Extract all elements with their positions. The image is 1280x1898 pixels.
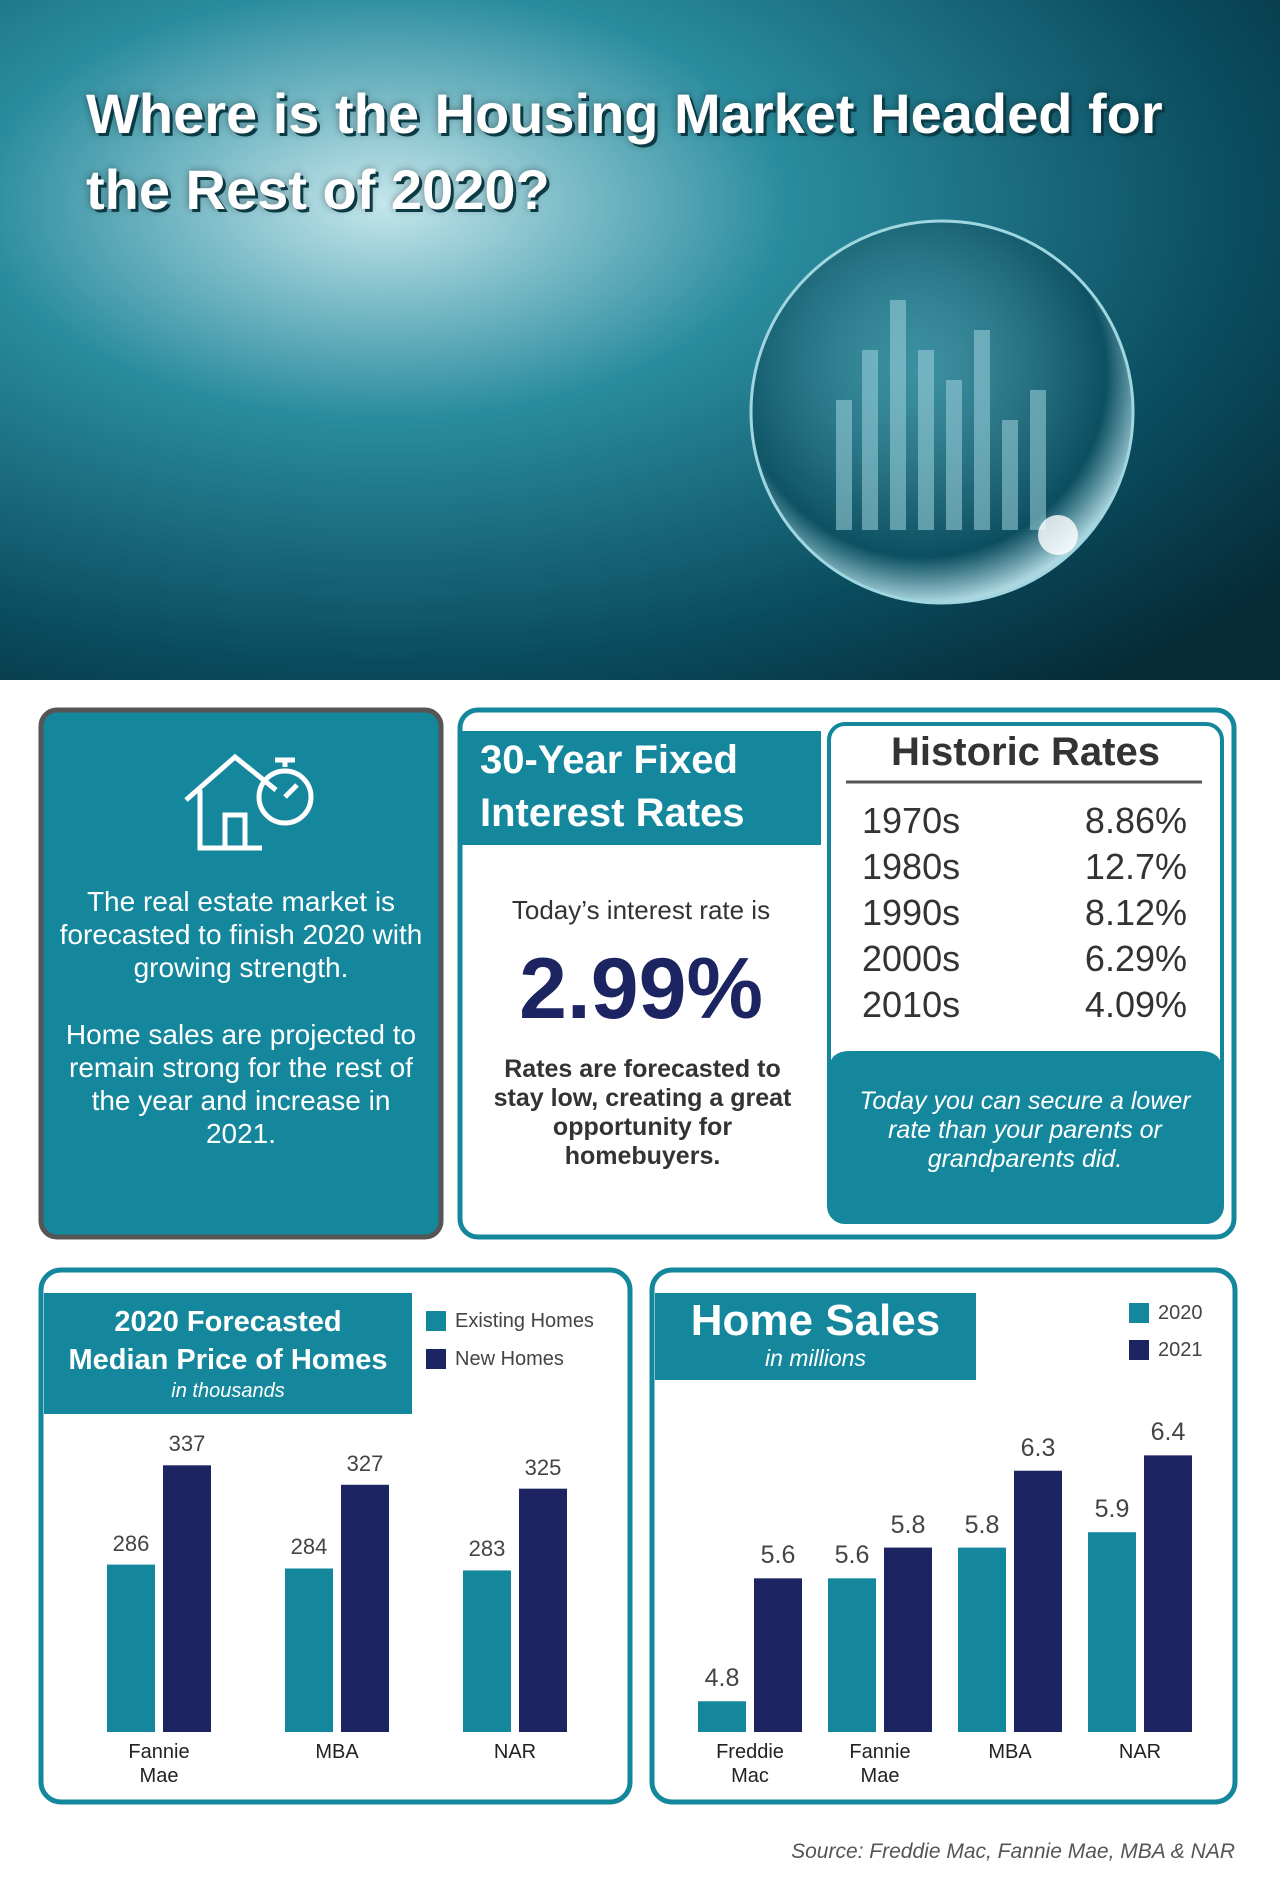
legend-label: New Homes	[455, 1348, 564, 1370]
value-label: 5.8	[964, 1510, 1000, 1539]
legend-swatch	[426, 1349, 446, 1369]
bar	[107, 1564, 155, 1732]
paragraph: Home sales are projected to remain stron…	[65, 1019, 417, 1149]
legend-label: 2020	[1158, 1302, 1203, 1324]
historic-note-bg	[829, 1051, 1222, 1222]
source: Source: Freddie Mac, Fannie Mae, MBA & N…	[791, 1840, 1235, 1863]
x-tick-label: Fannie Mae	[128, 1741, 190, 1787]
bar	[519, 1488, 567, 1732]
bar	[341, 1484, 389, 1732]
rate: 12.7%	[1084, 846, 1187, 887]
value-label: 327	[346, 1450, 384, 1476]
rate: 4.09%	[1084, 984, 1187, 1025]
decade: 1970s	[862, 800, 961, 841]
rates-title: 30-Year Fixed Interest Rates	[480, 738, 745, 835]
house-icon	[184, 753, 314, 851]
crystal-ball	[749, 219, 1135, 605]
bar	[1088, 1532, 1136, 1732]
chart-title: 2020 Forecasted Median Price of Homes	[68, 1306, 388, 1376]
chart-header	[44, 1293, 412, 1414]
bar	[463, 1570, 511, 1732]
chart-subtitle: in thousands	[171, 1380, 285, 1402]
value-label: 286	[112, 1530, 150, 1556]
value-label: 5.6	[834, 1541, 870, 1570]
bar	[163, 1465, 211, 1732]
bar	[958, 1547, 1006, 1732]
value-label: 5.6	[760, 1541, 796, 1570]
historic-row: 2010s 4.09%	[862, 984, 1187, 1030]
legend-label: Existing Homes	[455, 1310, 594, 1332]
value-label: 283	[468, 1536, 506, 1562]
historic-title: Historic Rates	[891, 730, 1160, 774]
decade: 1980s	[862, 846, 961, 887]
value-label: 4.8	[704, 1664, 740, 1693]
left-text: The real estate market is forecasted to …	[56, 885, 426, 1184]
legend-swatch	[1129, 1303, 1149, 1323]
historic-row: 1990s 8.12%	[862, 892, 1187, 938]
historic-row: 1970s 8.86%	[862, 800, 1187, 846]
bar	[828, 1578, 876, 1732]
title: Where is the Housing Market Headed for t…	[86, 82, 1163, 221]
x-tick-label: NAR	[493, 1741, 537, 1763]
legend-swatch	[426, 1311, 446, 1331]
legend-label: 2021	[1158, 1339, 1203, 1361]
value-label: 5.8	[890, 1510, 926, 1539]
bar	[754, 1578, 802, 1732]
decade: 2000s	[862, 938, 961, 979]
bar	[1144, 1455, 1192, 1732]
value-label: 6.4	[1150, 1418, 1186, 1447]
chart-subtitle: in millions	[765, 1345, 866, 1371]
bar	[1014, 1470, 1062, 1732]
x-tick-label: Fannie Mae	[849, 1741, 911, 1787]
rate: 8.12%	[1084, 892, 1187, 933]
value-label: 6.3	[1020, 1433, 1056, 1462]
x-tick-label: NAR	[1118, 1741, 1162, 1763]
historic-note: Today you can secure a lower rate than y…	[859, 1087, 1191, 1173]
rates-intro: Today’s interest rate is	[511, 895, 771, 925]
value-label: 5.9	[1094, 1495, 1130, 1524]
decade: 1990s	[862, 892, 961, 933]
bar	[285, 1568, 333, 1732]
value-label: 325	[524, 1454, 562, 1480]
value-label: 337	[168, 1431, 206, 1457]
value-label: 284	[290, 1534, 328, 1560]
glare	[1038, 515, 1078, 555]
x-tick-label: MBA	[315, 1741, 359, 1763]
chart-title: Home Sales	[690, 1296, 941, 1345]
paragraph: The real estate market is forecasted to …	[59, 886, 423, 983]
left-panel	[38, 707, 444, 1240]
chart-header	[655, 1293, 976, 1380]
rates-note: Rates are forecasted to stay low, creati…	[493, 1055, 792, 1170]
decade: 2010s	[862, 984, 961, 1025]
historic-row: 2000s 6.29%	[862, 938, 1187, 984]
bar	[884, 1547, 932, 1732]
legend-swatch	[1129, 1340, 1149, 1360]
x-tick-label: MBA	[988, 1741, 1032, 1763]
rates-header	[461, 731, 821, 845]
ball-decor	[836, 300, 1046, 530]
x-tick-label: Freddie Mac	[716, 1741, 784, 1787]
rate-value: 2.99%	[519, 941, 763, 1037]
bar	[698, 1701, 746, 1732]
rate: 8.86%	[1084, 800, 1187, 841]
rate: 6.29%	[1084, 938, 1187, 979]
historic-row: 1980s 12.7%	[862, 846, 1187, 892]
